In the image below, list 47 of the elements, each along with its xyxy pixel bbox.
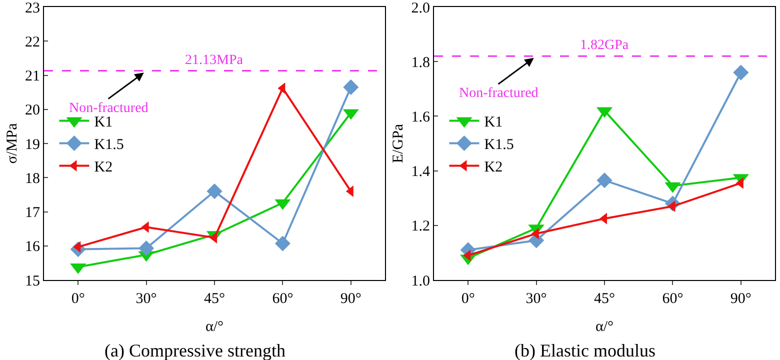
y-tick-label: 1.0 [411, 273, 430, 290]
x-axis-title: α/° [205, 319, 224, 335]
point [343, 79, 359, 95]
y-tick-label: 17 [25, 205, 40, 221]
x-tick-label: 45° [204, 291, 225, 307]
y-tick-label: 19 [25, 136, 40, 153]
legend-label: K1.5 [94, 137, 124, 154]
annotation: Non-fractured [459, 86, 538, 101]
y-tick-label: 15 [25, 273, 40, 290]
point [138, 240, 154, 256]
legend-label: K1 [484, 114, 503, 131]
y-axis-title: E/GPa [390, 124, 406, 164]
y-tick-label: 2.0 [411, 0, 430, 16]
ref-line-label: 1.82GPa [580, 38, 630, 53]
y-axis-title: σ/MPa [4, 122, 20, 164]
x-tick-label: 90° [340, 291, 362, 307]
y-tick-label: 21 [25, 68, 40, 84]
ref-line-label: 21.13MPa [185, 53, 244, 68]
legend-label: K2 [94, 160, 113, 176]
y-tick-label: 16 [25, 239, 40, 256]
legend-label: K1.5 [484, 137, 514, 154]
y-tick-label: 1.2 [411, 218, 430, 235]
text: (b) Elastic modulus [514, 340, 656, 360]
x-tick-label: 0° [71, 291, 85, 307]
point [274, 236, 290, 252]
point [733, 64, 749, 80]
y-tick-label: 1.4 [411, 164, 430, 180]
legend-label: K2 [484, 160, 503, 176]
y-tick-label: 1.8 [411, 54, 430, 71]
x-axis-title: α/° [595, 319, 614, 335]
x-tick-label: 45° [594, 291, 615, 307]
point [596, 172, 612, 188]
x-tick-label: 30° [136, 291, 157, 307]
x-tick-label: 0° [461, 291, 475, 307]
x-tick-label: 30° [526, 291, 547, 307]
text: (a) Compressive strength [104, 340, 286, 360]
legend-label: K1 [94, 114, 113, 131]
annotation: Non-fractured [69, 101, 148, 116]
x-tick-label: 90° [730, 291, 752, 307]
y-tick-label: 23 [25, 0, 40, 16]
y-tick-label: 18 [25, 170, 40, 187]
x-tick-label: 60° [662, 291, 684, 307]
x-tick-label: 60° [272, 291, 294, 307]
point [206, 183, 222, 200]
y-tick-label: 1.6 [411, 109, 430, 126]
y-tick-label: 22 [25, 34, 40, 50]
y-tick-label: 20 [25, 102, 40, 119]
